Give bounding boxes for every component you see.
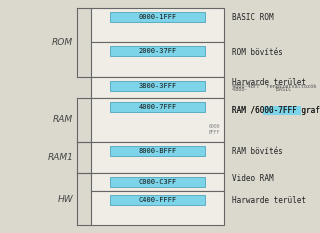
Text: RAM /6000-7FFF grafikus RAM/: RAM /6000-7FFF grafikus RAM/ [232, 106, 320, 115]
Text: 2000-37FF: 2000-37FF [139, 48, 177, 55]
Text: Harwarde terület: Harwarde terület [232, 78, 306, 87]
Text: C400-FFFF: C400-FFFF [139, 197, 177, 202]
Text: ROM bövítés: ROM bövítés [232, 48, 283, 57]
Text: 3800-3FFF: 3800-3FFF [139, 83, 177, 89]
Bar [91, 173, 224, 191]
Text: ROM: ROM [52, 38, 73, 47]
Bar [91, 77, 224, 98]
Bar [91, 42, 224, 77]
Bar [110, 195, 205, 205]
Bar [110, 102, 205, 112]
Text: RAM /6000-7FFF grafikus RAM/: RAM /6000-7FFF grafikus RAM/ [232, 106, 320, 115]
Text: C000-C3FF: C000-C3FF [139, 179, 177, 185]
Bar [91, 98, 224, 142]
Text: 6000
BFFF: 6000 BFFF [209, 124, 220, 135]
Bar [110, 12, 205, 22]
Bar [91, 142, 224, 173]
Text: 4000-4BFF  rendszerváltozók: 4000-4BFF rendszerváltozók [232, 84, 316, 89]
Text: Harwarde terület: Harwarde terület [232, 196, 306, 205]
Bar [91, 191, 224, 225]
Text: 4000-7FFF: 4000-7FFF [139, 103, 177, 110]
Bar [110, 46, 205, 56]
Text: RAM1: RAM1 [47, 153, 73, 162]
Text: 0000-1FFF: 0000-1FFF [139, 14, 177, 20]
Text: RAM: RAM [53, 115, 73, 124]
Bar [91, 8, 224, 42]
Text: RAM bövítés: RAM bövítés [232, 147, 283, 155]
Bar [110, 177, 205, 187]
Text: 4800-         BASIC: 4800- BASIC [232, 87, 292, 92]
Text: BASIC ROM: BASIC ROM [232, 13, 274, 22]
Text: HW: HW [58, 195, 73, 204]
Text: 8000-BFFF: 8000-BFFF [139, 148, 177, 154]
Bar [263, 106, 301, 115]
Bar [110, 81, 205, 91]
Bar [110, 146, 205, 156]
Text: Video RAM: Video RAM [232, 174, 274, 183]
Bar [91, 8, 224, 225]
